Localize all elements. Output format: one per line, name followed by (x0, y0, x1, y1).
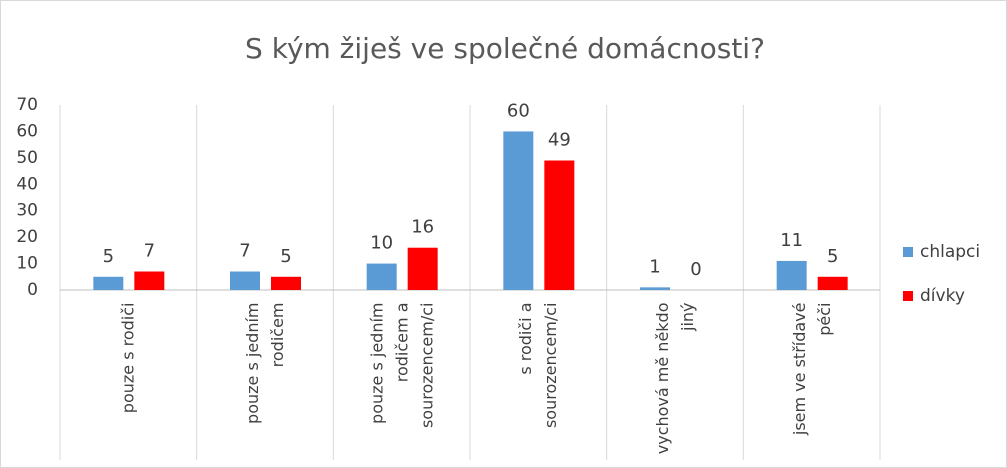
data-label: 49 (548, 130, 571, 151)
x-tick-label: pouze s jedním rodičem (243, 302, 287, 424)
y-tick-label: 0 (27, 280, 38, 300)
bar (366, 263, 397, 290)
bar (271, 276, 301, 290)
data-label: 11 (780, 230, 803, 251)
legend-label: dívky (920, 286, 965, 306)
data-label: 1 (649, 256, 660, 277)
bar (503, 131, 534, 290)
legend-swatch (903, 291, 913, 301)
bar (407, 247, 438, 290)
y-tick-label: 40 (16, 174, 38, 194)
bar (93, 276, 124, 290)
y-tick-label: 30 (16, 201, 38, 221)
x-tick-label: pouze s rodiči (118, 302, 138, 414)
legend-swatch (903, 247, 913, 257)
x-tick-label: jsem ve střídavé péči (789, 302, 834, 436)
data-label: 10 (370, 233, 393, 254)
bar (776, 260, 807, 290)
bar (134, 271, 165, 290)
data-label: 16 (411, 217, 434, 238)
x-tick-label: s rodiči a sourozencem/ci (516, 302, 561, 429)
data-label: 60 (507, 100, 530, 121)
bar (544, 160, 575, 290)
data-label: 7 (144, 241, 155, 262)
data-label: 5 (103, 246, 114, 267)
y-tick-label: 10 (16, 254, 38, 274)
data-label: 5 (827, 246, 838, 267)
y-tick-label: 70 (16, 95, 38, 115)
data-label: 7 (239, 241, 250, 262)
bar (817, 276, 848, 290)
x-tick-label: pouze s jedním rodičem a sourozencem/ci (367, 302, 437, 429)
legend-label: chlapci (920, 242, 980, 262)
y-tick-label: 50 (16, 148, 38, 168)
x-tick-label: vychová mě někdo jiný (653, 302, 697, 455)
data-label: 5 (280, 246, 291, 267)
chart-title: S kým žiješ ve společné domácnosti? (245, 32, 765, 65)
bar (230, 271, 260, 290)
y-tick-label: 20 (16, 227, 38, 247)
y-tick-label: 60 (16, 121, 38, 141)
data-label: 0 (690, 259, 701, 280)
bar (640, 287, 670, 290)
